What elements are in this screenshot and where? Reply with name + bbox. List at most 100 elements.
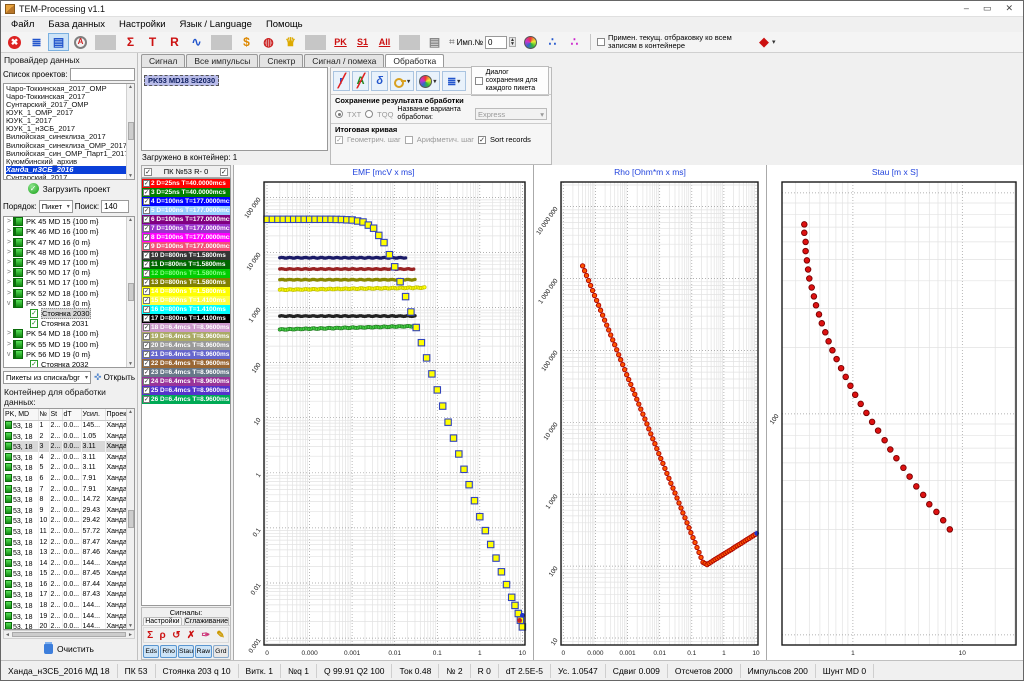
table-row[interactable]: 53, 1832...0.0...3.11Ханда... [4,441,130,452]
legend-row[interactable]: 17 D=800ns T=1.4100ms [142,314,230,323]
tree-expand-icon[interactable]: > [7,259,15,266]
export-db-button[interactable]: ≣▾ [442,71,466,91]
minimize-button[interactable]: – [964,3,969,14]
table-row[interactable]: 53, 18102...0.0...29.42Ханда... [4,516,130,527]
tree-item-label[interactable]: PK 54 MD 18 {100 m} [26,329,99,338]
project-item[interactable]: Сунтарский_2017 [6,174,132,180]
clear-container-button[interactable]: Очистить [3,639,135,659]
toolbar-icon[interactable] [399,35,420,50]
tree-row[interactable]: > PK 55 MD 19 {100 m} [4,339,134,349]
legend-row[interactable]: 5 D=100ns T=177.0000mcs [142,206,230,215]
tree-row[interactable]: > PK 47 MD 16 {0 m} [4,237,134,247]
table-row[interactable]: 53, 18112...0.0...57.72Ханда... [4,526,130,537]
legend-row-checkbox[interactable] [143,243,150,250]
legend-row[interactable]: 9 D=100ns T=177.0000mcs [142,242,230,251]
table-row[interactable]: 53, 18192...0.0...144...Ханда... [4,611,130,622]
legend-row[interactable]: 18 D=6.4mcs T=8.9600ms [142,323,230,332]
tree-expand-icon[interactable]: > [7,290,15,297]
legend-row[interactable]: 26 D=6.4mcs T=8.9600ms [142,395,230,404]
legend-row[interactable]: 8 D=100ns T=177.0000mcs [142,233,230,242]
legend-row-checkbox[interactable] [143,261,150,268]
legend-row-checkbox[interactable] [143,315,150,322]
projects-scrollbar[interactable]: ▲▼ [126,84,134,179]
table-row[interactable]: 53, 1862...0.0...7.91Ханда... [4,473,130,484]
legend-row-checkbox[interactable] [143,396,150,403]
view-tab[interactable]: Сигнал [141,54,185,67]
table-row[interactable]: 53, 18142...0.0...144...Ханда... [4,558,130,569]
tree-row[interactable]: Стоянка 2031 [4,319,134,329]
tree-expand-icon[interactable]: > [7,269,15,276]
close-button[interactable]: ✕ [1005,3,1013,14]
tree-row[interactable]: > PK 46 MD 16 {100 m} [4,227,134,237]
table-row[interactable]: 53, 1852...0.0...3.11Ханда... [4,463,130,474]
toolbar-icon[interactable]: ∿ [186,33,207,51]
load-project-button[interactable]: ✓ Загрузить проект [3,180,135,198]
open-button[interactable]: ✜Открыть [94,372,135,383]
signals-tool-icon[interactable]: ✑ [202,630,210,641]
table-header[interactable]: Усил. [81,409,105,420]
toolbar-icon[interactable]: S1 [352,33,373,51]
tree-row[interactable]: > PK 45 MD 15 {100 m} [4,217,134,227]
table-row[interactable]: 53, 1882...0.0...14.72Ханда... [4,494,130,505]
apply-rejection-box[interactable] [597,38,605,46]
impulse-spin-arrows[interactable]: ▲▼ [509,37,516,47]
legend-row[interactable]: 4 D=100ns T=177.0000mcs [142,197,230,206]
tree-item-label[interactable]: PK 56 MD 19 {0 m} [26,350,90,359]
legend-row-checkbox[interactable] [143,252,150,259]
signals-tool-icon[interactable]: ✗ [187,630,195,641]
tree-row[interactable]: v PK 56 MD 19 {0 m} [4,349,134,359]
emf-chart[interactable]: 00.0000.0010.010.1110100 00010 0001 0001… [234,178,532,660]
tree-expand-icon[interactable]: v [7,300,15,307]
table-row[interactable]: 53, 18132...0.0...87.46Ханда... [4,547,130,558]
toolbar-icon[interactable]: A [70,33,91,51]
cube-dropdown-icon[interactable]: ▾ [772,38,776,46]
toolbar-icon[interactable]: ∴ [542,33,563,51]
legend-row-checkbox[interactable] [143,297,150,304]
legend-row[interactable]: 24 D=6.4mcs T=8.9600ms [142,377,230,386]
impulse-number-input[interactable] [485,36,507,49]
legend-row-checkbox[interactable] [143,324,150,331]
table-row[interactable]: 53, 1822...0.0...1.05Ханда... [4,431,130,442]
toolbar-icon[interactable]: ♛ [280,33,301,51]
txt-radio[interactable] [335,110,343,118]
toolbar-icon[interactable]: All [374,33,395,51]
table-row[interactable]: 53, 18172...0.0...87.43Ханда... [4,590,130,601]
legend-row-checkbox[interactable] [143,342,150,349]
toolbar-icon[interactable]: ▤ [424,33,445,51]
picket-tree[interactable]: > PK 45 MD 15 {100 m} > PK 46 MD 16 {100… [3,216,135,369]
table-header[interactable]: dT [62,409,81,420]
legend-row[interactable]: 6 D=100ns T=177.0000mcs [142,215,230,224]
legend-row-checkbox[interactable] [143,387,150,394]
container-table[interactable]: PK, MD№StdTУсил.Проект53, 1812...0.0...1… [3,408,135,630]
legend-row[interactable]: 11 D=800ns T=1.5800ms [142,260,230,269]
tree-row[interactable]: v PK 53 MD 18 {0 m} [4,298,134,308]
toolbar-icon[interactable]: ≣ [26,33,47,51]
picket-source-select[interactable]: Пикеты из списка/bgr▾ [3,371,91,384]
variant-select[interactable]: Express▾ [475,108,547,120]
arithmetic-step-checkbox[interactable] [405,136,413,144]
rho-chart[interactable]: 00.0000.0010.010.111010 000 0001 000 000… [534,178,765,660]
strike-r-button[interactable]: г╱ [333,71,350,91]
tree-expand-icon[interactable]: > [7,330,15,337]
geometric-step-checkbox[interactable] [335,136,343,144]
tree-item-label[interactable]: Стоянка 2031 [41,319,89,328]
order-select[interactable]: Пикет▾ [39,200,73,213]
tree-expand-icon[interactable]: v [7,351,15,358]
stau-chart[interactable]: 110100 [767,178,1023,660]
legend-row[interactable]: 25 D=6.4mcs T=8.9600ms [142,386,230,395]
legend-row[interactable]: 7 D=100ns T=177.0000mcs [142,224,230,233]
tree-expand-icon[interactable]: > [7,218,15,225]
tree-item-label[interactable]: PK 51 MD 17 {100 m} [26,278,99,287]
legend-row-checkbox[interactable] [143,351,150,358]
table-header[interactable]: St [49,409,62,420]
toolbar-icon[interactable]: R [164,33,185,51]
toolbar-icon[interactable]: Σ [120,33,141,51]
legend-row[interactable]: 10 D=800ns T=1.5800ms [142,251,230,260]
apply-rejection-checkbox[interactable]: Примен. текущ. отбраковку ко всем запися… [590,34,740,50]
legend-row[interactable]: 13 D=800ns T=1.5800ms [142,278,230,287]
menu-item[interactable]: Помощь [260,18,309,31]
legend-row-checkbox[interactable] [143,288,150,295]
tree-row[interactable]: > PK 50 MD 17 {0 m} [4,268,134,278]
legend-row[interactable]: 19 D=6.4mcs T=8.9600ms [142,332,230,341]
tree-item-label[interactable]: PK 50 MD 17 {0 m} [26,268,90,277]
